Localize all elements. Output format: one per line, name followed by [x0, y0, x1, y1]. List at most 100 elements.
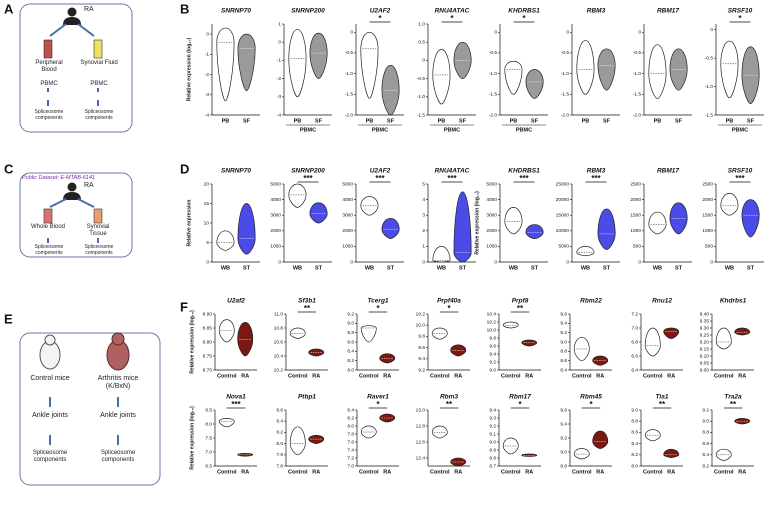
y-tick-label: 10: [204, 220, 210, 226]
violin: [504, 60, 523, 95]
violin: [308, 434, 325, 444]
category-label: PB: [294, 118, 302, 124]
violin: [309, 202, 328, 224]
category-label: Control: [217, 469, 237, 475]
y-tick-label: 8.9: [489, 447, 496, 453]
y-tick-label: 9.2: [489, 423, 496, 429]
y-tick-label: 13.0: [416, 407, 426, 413]
violin: [216, 27, 235, 102]
category-label: ST: [531, 265, 539, 271]
y-tick-label: 5000: [558, 244, 569, 250]
category-label: PB: [582, 118, 590, 124]
group-label: Control mice: [30, 375, 70, 382]
y-tick-label: -1.0: [633, 71, 642, 77]
output-label: Spliceosome components: [84, 109, 114, 121]
y-tick-label: 3000: [486, 212, 497, 218]
y-tick-label: 2000: [270, 228, 281, 234]
chart-title: Prpf8: [512, 298, 529, 305]
sample-label: Synovial Fluid: [80, 60, 118, 66]
significance-label: *: [447, 304, 451, 313]
chart-title: RBM17: [657, 168, 679, 175]
panel-label: D: [180, 161, 189, 176]
y-tick-label: 0: [422, 58, 425, 64]
group-label: Arthritis mice (K/BxN): [97, 375, 139, 390]
y-tick-label: 8.8: [560, 463, 567, 469]
violin: [669, 202, 688, 235]
y-tick-label: -2: [277, 76, 282, 82]
chart-title: SNRNP200: [291, 8, 325, 15]
y-tick-label: 1000: [702, 228, 713, 234]
y-tick-label: 7.8: [276, 452, 283, 458]
significance-label: ***: [735, 174, 745, 183]
chart-title: Ptbp1: [298, 394, 316, 401]
y-tick-label: 2: [422, 228, 425, 234]
y-tick-label: 7.2: [347, 455, 354, 461]
chart-title: Rbm17: [509, 394, 531, 401]
y-tick-label: 9.25: [700, 332, 710, 338]
y-tick-label: 9.30: [700, 325, 710, 331]
y-tick-label: 9.0: [489, 367, 496, 373]
y-tick-label: 6.4: [631, 367, 638, 373]
y-tick-label: 10.8: [274, 325, 284, 331]
violin: [741, 46, 760, 104]
y-tick-label: 25000: [556, 181, 570, 187]
person-label: RA: [84, 6, 94, 13]
output-label: Spliceosome components: [84, 244, 114, 256]
y-tick-label: 0: [638, 30, 641, 36]
y-tick-label: 9.1: [489, 431, 496, 437]
category-label: Control: [501, 373, 521, 379]
tissue-label: Ankle joints: [100, 412, 136, 419]
y-tick-label: 9.6: [418, 345, 425, 351]
category-label: RA: [596, 469, 604, 475]
category-label: Control: [288, 373, 308, 379]
y-tick-label: 9.0: [631, 407, 638, 413]
violin: [288, 183, 307, 208]
y-tick-label: 8.8: [631, 418, 638, 424]
y-tick-label: 8.5: [205, 407, 212, 413]
y-tick-label: 9.0: [347, 321, 354, 327]
blood-tube: [43, 208, 53, 224]
y-tick-label: 9.4: [560, 321, 567, 327]
y-tick-label: 5000: [270, 181, 281, 187]
y-tick-label: 8.6: [702, 441, 709, 447]
y-tick-label: -2.0: [561, 112, 570, 118]
category-label: RA: [667, 373, 675, 379]
y-tick-label: 8.0: [347, 367, 354, 373]
category-label: RA: [383, 373, 391, 379]
violin: [289, 426, 306, 456]
y-tick-label: 8.8: [560, 349, 567, 355]
y-tick-label: 0: [710, 259, 713, 265]
y-tick-label: 9.3: [489, 415, 496, 421]
group-label: PBMC: [516, 127, 532, 133]
y-tick-label: 4: [422, 197, 425, 203]
y-tick-label: 9.6: [489, 343, 496, 349]
category-label: ST: [747, 265, 755, 271]
y-tick-label: 8.4: [276, 418, 283, 424]
panel-label: C: [4, 161, 14, 176]
violin: [309, 32, 328, 79]
y-tick-label: 9.2: [560, 330, 567, 336]
y-tick-label: 0: [494, 259, 497, 265]
y-tick-label: 8.6: [631, 430, 638, 436]
significance-label: ***: [519, 174, 529, 183]
cell-label: PBMC: [40, 81, 58, 87]
y-tick-label: 7.2: [631, 311, 638, 317]
chart-title: Nova1: [226, 394, 246, 401]
chart-title: U2AF2: [370, 8, 391, 15]
output-label: Spliceosome components: [100, 450, 136, 463]
y-tick-label: -1.5: [633, 92, 642, 98]
y-tick-label: 5000: [342, 181, 353, 187]
y-tick-label: 9.0: [560, 339, 567, 345]
category-label: RA: [525, 469, 533, 475]
violin: [431, 425, 448, 439]
significance-label: *: [378, 14, 382, 23]
y-tick-label: 10.2: [416, 311, 426, 317]
y-tick-label: 10.2: [274, 367, 284, 373]
person-icon: [63, 182, 81, 200]
y-tick-label: 9.10: [700, 353, 710, 359]
y-tick-label: 9.20: [700, 339, 710, 345]
y-tick-label: 8.2: [347, 358, 354, 364]
y-tick-label: 5000: [486, 181, 497, 187]
y-tick-label: 8.4: [631, 441, 638, 447]
